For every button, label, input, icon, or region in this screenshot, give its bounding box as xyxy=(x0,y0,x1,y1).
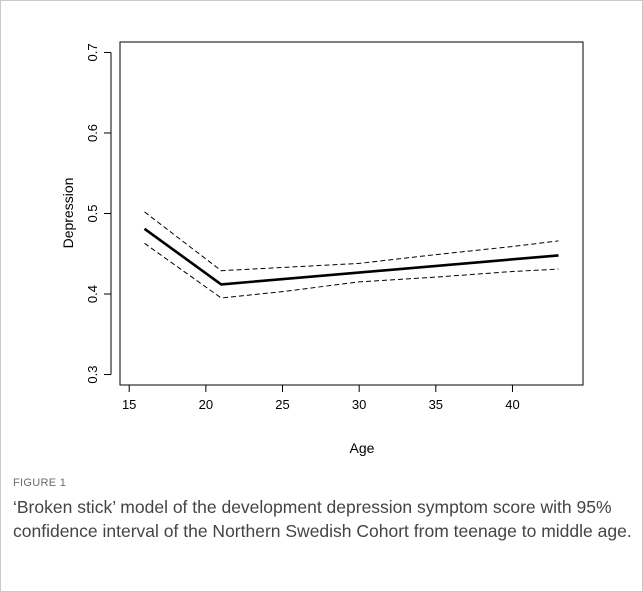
y-tick-label: 0.7 xyxy=(85,43,100,61)
series-layer xyxy=(143,211,559,299)
y-axis-label: Depression xyxy=(60,178,76,249)
x-axis: 15 20 25 30 35 40 xyxy=(122,384,520,412)
y-tick-label: 0.6 xyxy=(85,124,100,142)
upper-ci-line xyxy=(144,211,559,272)
y-tick-label: 0.5 xyxy=(85,204,100,222)
x-tick-label: 25 xyxy=(275,397,289,412)
x-tick-label: 40 xyxy=(505,397,519,412)
lower-ci-line xyxy=(144,242,559,299)
plot-box xyxy=(119,41,584,386)
y-tick-label: 0.4 xyxy=(85,285,100,303)
chart: 15 20 25 30 35 40 0.3 0.4 0.5 0.6 0.7 Age Depress… xyxy=(60,41,584,456)
figure-caption-text: ‘Broken stick’ model of the development … xyxy=(13,497,632,541)
y-axis: 0.3 0.4 0.5 0.6 0.7 xyxy=(85,43,112,384)
y-tick-label: 0.3 xyxy=(85,365,100,383)
x-tick-label: 15 xyxy=(122,397,136,412)
x-tick-label: 30 xyxy=(352,397,366,412)
fitted-line xyxy=(143,227,559,286)
x-tick-label: 20 xyxy=(199,397,213,412)
x-tick-label: 35 xyxy=(429,397,443,412)
x-axis-label: Age xyxy=(350,440,375,456)
figure-caption: FIGURE 1 ‘Broken stick’ model of the dev… xyxy=(13,477,633,543)
figure-label: FIGURE 1 xyxy=(13,477,67,489)
